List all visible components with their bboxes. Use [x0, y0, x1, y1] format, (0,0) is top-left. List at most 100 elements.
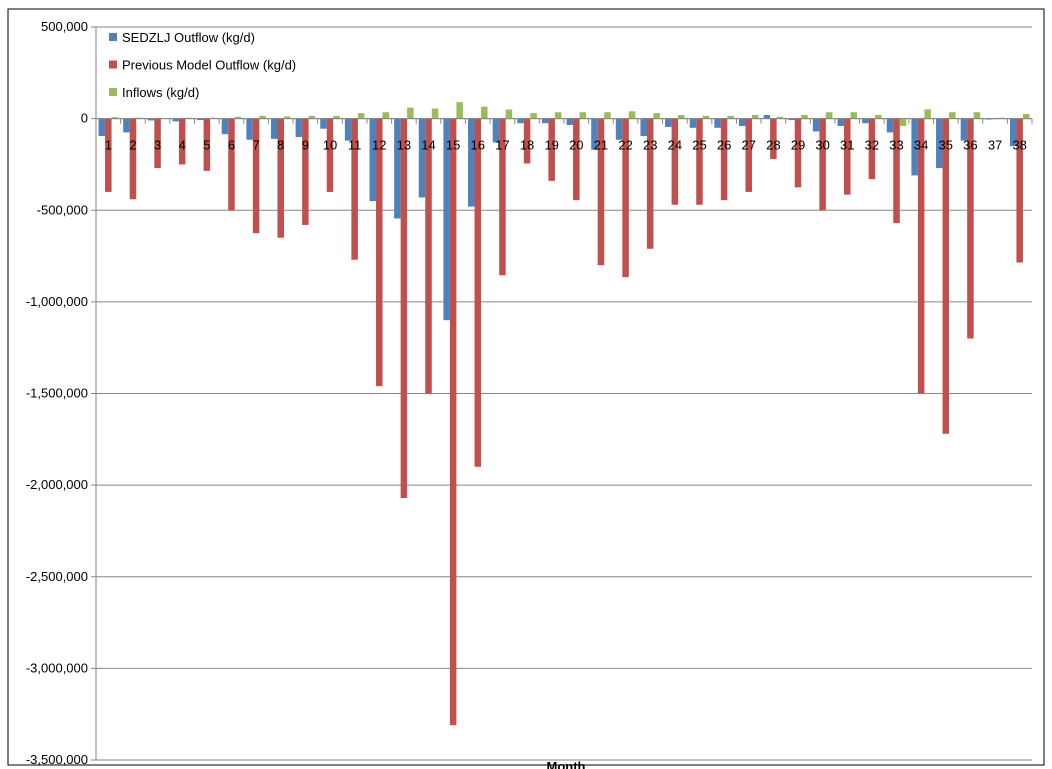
- x-tick-label: 16: [471, 138, 485, 153]
- bar-1-35: [936, 118, 943, 169]
- tick-labels: 500,000 0 -500,000 -1,000,000 -1,500,000 -2,0…: [26, 19, 1027, 767]
- x-tick-label: 3: [154, 138, 161, 153]
- x-tick-label: 33: [889, 138, 903, 153]
- legend-swatch-2: [109, 60, 117, 69]
- bar-3-8: [283, 116, 291, 119]
- x-tick-label: 23: [643, 138, 657, 153]
- bar-1-22: [615, 118, 623, 140]
- bar-1-18: [517, 118, 524, 124]
- bar-2-19: [548, 118, 555, 181]
- x-tick-label: 10: [323, 138, 337, 153]
- bar-2-7: [252, 118, 260, 234]
- bar-1-4: [172, 118, 179, 122]
- bar-3-29: [801, 114, 808, 119]
- bar-3-35: [949, 112, 956, 119]
- x-tick-label: 37: [988, 138, 1002, 153]
- bar-3-13: [407, 107, 414, 119]
- x-tick-label: 19: [544, 138, 558, 153]
- bar-1-33: [886, 118, 894, 133]
- y-tick-label: -500,000: [37, 202, 88, 217]
- x-tick-label: 12: [372, 138, 386, 153]
- bar-2-3: [154, 118, 161, 169]
- bar-3-20: [579, 112, 587, 119]
- bar-1-9: [295, 118, 303, 137]
- bar-3-33: [899, 118, 907, 126]
- bar-3-32: [875, 114, 882, 119]
- x-tick-label: 18: [520, 138, 534, 153]
- bar-2-24: [671, 118, 679, 205]
- x-tick-label: 30: [815, 138, 829, 153]
- bar-3-11: [357, 113, 365, 119]
- x-tick-label: 2: [129, 138, 136, 153]
- bar-1-29: [788, 118, 795, 121]
- legend-label-1: SEDZLJ Outflow (kg/d): [122, 30, 255, 45]
- y-tick-label: 500,000: [41, 19, 88, 34]
- bar-1-30: [812, 118, 820, 132]
- bar-2-5: [203, 118, 211, 171]
- bar-1-7: [246, 118, 253, 140]
- bar-2-20: [573, 118, 580, 201]
- bar-1-15: [443, 118, 450, 321]
- x-tick-label: 15: [446, 138, 460, 153]
- bar-3-18: [530, 113, 537, 119]
- bar-3-22: [628, 111, 636, 119]
- bar-1-17: [492, 118, 500, 143]
- bar-3-21: [604, 112, 611, 119]
- bar-2-12: [376, 118, 383, 387]
- bar-2-36: [967, 118, 974, 339]
- bar-1-24: [665, 118, 672, 127]
- x-tick-label: 35: [939, 138, 953, 153]
- bar-2-1: [105, 118, 112, 192]
- x-tick-label: 8: [277, 138, 284, 153]
- bar-2-18: [523, 118, 531, 164]
- legend-swatch-3: [109, 88, 117, 96]
- x-tick-label: 20: [569, 138, 583, 153]
- bar-2-8: [277, 118, 284, 238]
- x-tick-label: 14: [421, 138, 435, 153]
- x-tick-label: 25: [692, 138, 706, 153]
- x-tick-label: 38: [1012, 138, 1026, 153]
- chart-border: [7, 8, 1045, 766]
- bar-1-26: [714, 118, 721, 128]
- bar-2-6: [228, 118, 235, 211]
- bar-2-30: [819, 118, 826, 211]
- bar-1-14: [418, 118, 426, 198]
- bar-3-26: [727, 115, 734, 119]
- bar-3-28: [776, 116, 784, 119]
- bar-1-31: [837, 118, 845, 126]
- x-tick-label: 32: [865, 138, 879, 153]
- bar-1-19: [541, 118, 549, 124]
- bar-2-27: [745, 118, 752, 192]
- bar-1-1: [98, 118, 106, 137]
- bar-3-16: [481, 106, 488, 119]
- bar-1-23: [640, 118, 647, 137]
- bar-1-38: [1009, 118, 1017, 147]
- bar-1-28: [763, 114, 771, 119]
- bar-2-22: [622, 118, 629, 278]
- x-tick-label: 28: [766, 138, 780, 153]
- bar-1-3: [147, 118, 155, 121]
- x-tick-label: 22: [618, 138, 632, 153]
- bar-2-29: [794, 118, 802, 188]
- bar-2-33: [893, 118, 900, 224]
- bar-3-31: [850, 112, 858, 119]
- x-tick-label: 17: [495, 138, 509, 153]
- bar-2-38: [1016, 118, 1023, 263]
- x-tick-label: 1: [105, 138, 112, 153]
- y-tick-label: -3,000,000: [26, 660, 88, 675]
- bar-1-20: [566, 118, 574, 126]
- bar-2-13: [400, 118, 408, 498]
- legend: SEDZLJ Outflow (kg/d) Previous Model Outf…: [109, 30, 296, 100]
- bar-2-32: [868, 118, 876, 180]
- bar-1-11: [344, 118, 352, 141]
- bar-1-12: [369, 118, 377, 202]
- bar-3-27: [751, 114, 759, 119]
- y-tick-label: 0: [81, 111, 88, 126]
- bar-2-14: [425, 118, 432, 394]
- bar-1-5: [197, 118, 204, 121]
- bar-3-30: [825, 112, 833, 119]
- axes: [7, 8, 1045, 766]
- legend-label-2: Previous Model Outflow (kg/d): [122, 58, 296, 73]
